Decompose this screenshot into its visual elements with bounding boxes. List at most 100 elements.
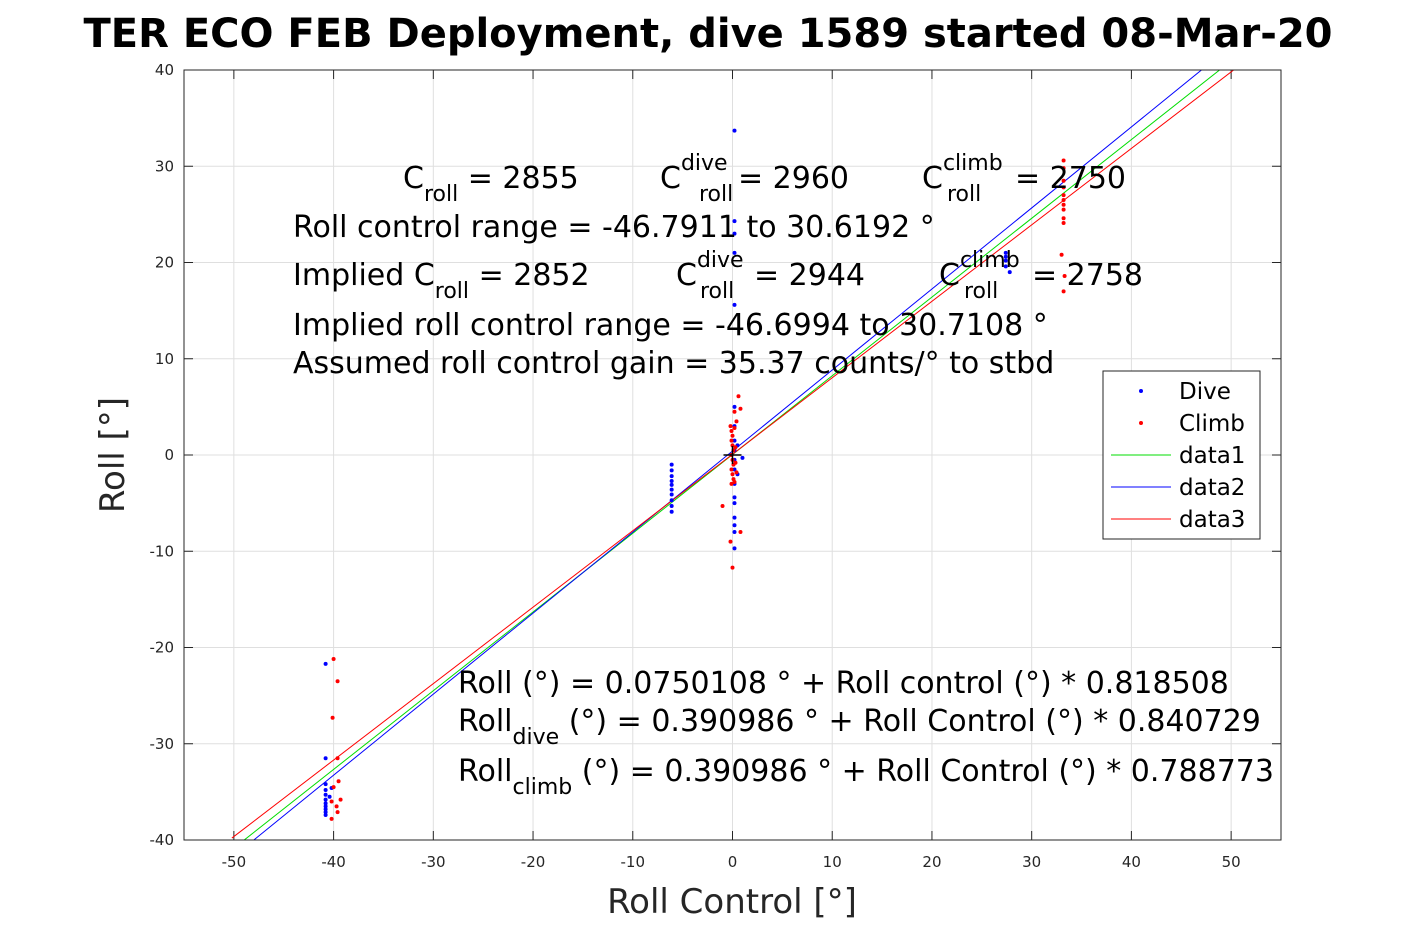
y-tick-label: -20 [150,639,175,657]
annotation-fit-climb: Rollclimb (°) = 0.390986 ° + Roll Contro… [458,754,1274,800]
point-climb [728,539,733,544]
annotation-croll-climb-value: = 2750 [1015,161,1126,196]
legend-label-data2: data2 [1179,475,1245,501]
legend-label-data1: data1 [1179,443,1245,469]
point-climb [330,715,335,720]
point-climb [1061,202,1066,207]
point-dive [732,523,737,528]
point-climb [720,504,725,509]
annotation-control-range: Roll control range = -46.7911 to 30.6192… [293,210,935,245]
point-dive [732,250,737,255]
point-climb [730,472,735,477]
point-dive [1007,270,1012,275]
point-dive [323,792,328,797]
y-axis-label: Roll [°] [93,397,133,513]
annotation-croll-dive-value: = 2960 [738,161,849,196]
point-dive [669,498,674,503]
annotation-implied-croll-dive: Cdive [676,248,744,293]
fit-line-data2 [253,70,1203,840]
point-dive [1003,264,1008,269]
point-climb [335,679,340,684]
point-climb [732,479,737,484]
legend-label-dive: Dive [1179,379,1231,405]
point-climb [730,443,735,448]
y-tick-label: 10 [155,350,174,368]
point-dive [732,546,737,551]
point-dive [669,492,674,497]
point-dive [1003,254,1008,259]
point-dive [323,787,328,792]
annotation-croll-dive-main: C [660,161,681,196]
x-tick-label: 30 [1022,853,1041,871]
point-climb [729,467,734,472]
chart-title: TER ECO FEB Deployment, dive 1589 starte… [83,11,1332,57]
point-dive [732,302,737,307]
x-tick-label: -50 [222,853,247,871]
legend-swatch-climb [1139,421,1143,425]
point-climb [1062,273,1067,278]
point-dive [669,487,674,492]
point-dive [732,404,737,409]
annotation-implied-croll-dive-sup: dive [697,248,744,273]
point-climb [732,409,737,414]
point-dive [323,812,328,817]
point-climb [334,804,339,809]
point-dive [669,482,674,487]
y-tick-label: 0 [164,446,174,464]
point-dive [732,219,737,224]
x-tick-label: 50 [1222,853,1241,871]
annotation-fit-climb-sub: climb [513,775,573,800]
x-tick-label: 10 [823,853,842,871]
point-climb [729,428,734,433]
point-climb [1061,289,1066,294]
annotation-implied-croll: Implied Croll = 2852 [293,258,590,304]
point-climb [730,565,735,570]
point-dive [323,797,328,802]
y-tick-label: 20 [155,254,174,272]
point-climb [1061,197,1066,202]
fit-line-data3 [231,70,1235,839]
point-dive [323,810,328,815]
annotation-implied-croll-climb-sub: roll [964,279,998,304]
point-dive [1003,250,1008,255]
origin-marker [723,446,742,464]
point-dive [327,794,332,799]
point-climb [335,810,340,815]
annotation-fit-climb-main: Roll [458,754,513,789]
point-climb [329,816,334,821]
annotation-croll: Croll = 2855 [403,161,579,207]
x-tick-label: -40 [321,853,346,871]
point-climb [1061,207,1066,212]
point-climb [736,394,741,399]
point-climb [1061,216,1066,221]
y-tick-label: 40 [155,61,174,79]
annotation-fit-climb-rest: (°) = 0.390986 ° + Roll Control (°) * 0.… [572,754,1274,789]
point-dive [740,455,745,460]
legend-swatch-dive [1139,389,1143,393]
point-dive [732,467,737,472]
point-dive [323,807,328,812]
y-tick-label: -30 [150,735,175,753]
annotation-fit-dive-rest: (°) = 0.390986 ° + Roll Control (°) * 0.… [559,704,1261,739]
annotation-fit-all: Roll (°) = 0.0750108 ° + Roll control (°… [458,666,1229,701]
annotation-croll-climb-main: C [922,161,943,196]
point-climb [336,779,341,784]
annotation-gain: Assumed roll control gain = 35.37 counts… [293,346,1054,381]
point-climb [338,797,343,802]
annotation-implied-croll-climb: Cclimb [939,248,1020,293]
point-climb [331,785,336,790]
legend-label-climb: Climb [1179,411,1245,437]
point-climb [729,481,734,486]
point-dive [323,804,328,809]
point-climb [738,530,743,534]
point-climb [729,438,734,443]
x-axis-label: Roll Control [°] [607,882,857,922]
point-climb [1061,193,1066,198]
annotation-implied-croll-climb-main: C [939,258,960,293]
point-climb [730,433,735,438]
x-tick-label: -10 [621,853,646,871]
legend-label-data3: data3 [1179,507,1245,533]
point-climb [1061,221,1066,226]
point-dive [669,462,674,467]
annotation-implied-croll-dive-value: = 2944 [754,258,865,293]
